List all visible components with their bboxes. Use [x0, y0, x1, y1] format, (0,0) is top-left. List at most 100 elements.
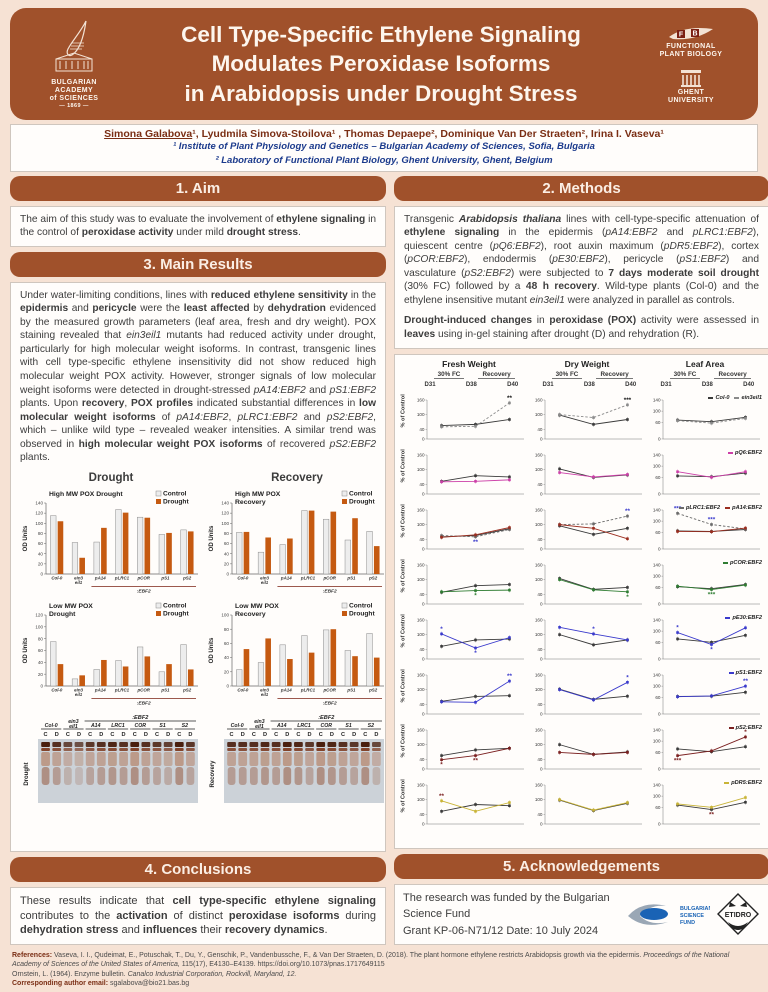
svg-text:eil1: eil1	[69, 724, 78, 730]
svg-text:0: 0	[422, 546, 425, 551]
growth-row-legend: pCOR:EBF2	[722, 560, 762, 566]
svg-text:**: **	[507, 673, 512, 680]
svg-text:Drought: Drought	[24, 763, 30, 786]
reference-line-3: Corresponding author email: sgalabova@bi…	[12, 979, 190, 987]
svg-text:eil1: eil1	[75, 692, 83, 697]
svg-text:0: 0	[540, 821, 543, 826]
svg-text:60: 60	[224, 541, 230, 546]
svg-text:100: 100	[653, 683, 661, 688]
growth-row: % of Control 0 40 100 160 0 40 100 160 0 60 100 140 p…	[397, 449, 764, 504]
svg-text:100: 100	[221, 613, 229, 618]
svg-text:160: 160	[417, 782, 425, 787]
svg-text:100: 100	[535, 742, 543, 747]
svg-text:80: 80	[224, 531, 230, 536]
high-mw-pox-drought-chart: 0 20 40 60 80 100 120 140 OD Units Col-0 ein3eil1 p…	[23, 491, 198, 595]
svg-text:*: *	[440, 625, 443, 632]
svg-text:High MW POX: High MW POX	[235, 491, 281, 498]
svg-text:D: D	[55, 732, 59, 738]
svg-text:40: 40	[419, 646, 425, 651]
svg-text::EBF2: :EBF2	[137, 589, 151, 595]
svg-text:Recovery: Recovery	[235, 611, 266, 618]
svg-text:40: 40	[224, 552, 230, 557]
svg-text:100: 100	[417, 687, 425, 692]
svg-text:140: 140	[653, 507, 661, 512]
growth-line-chart: 0 40 100 160 *	[535, 617, 642, 661]
svg-text:0: 0	[540, 491, 543, 496]
svg-text:20: 20	[38, 562, 44, 567]
svg-text:C: C	[274, 732, 278, 738]
svg-text:D: D	[122, 732, 126, 738]
svg-text:160: 160	[535, 617, 543, 622]
svg-text:40: 40	[419, 536, 425, 541]
svg-text::EBF2: :EBF2	[318, 715, 335, 721]
pox-figure: Drought Recovery 0 20 40 60 80 100 120 140 OD Un…	[20, 469, 384, 810]
svg-text:OD Units: OD Units	[209, 525, 215, 551]
svg-text:**: **	[473, 538, 478, 545]
svg-text:*: *	[474, 592, 477, 599]
svg-text:Col-0: Col-0	[51, 688, 63, 693]
svg-text:140: 140	[653, 562, 661, 567]
svg-text:C: C	[177, 732, 181, 738]
svg-text:0: 0	[540, 766, 543, 771]
svg-text:Col-0: Col-0	[51, 576, 63, 581]
svg-text::EBF2: :EBF2	[323, 589, 337, 595]
svg-text:100: 100	[417, 632, 425, 637]
conclusions-text: These results indicate that cell type-sp…	[10, 887, 386, 946]
svg-text:40: 40	[537, 426, 543, 431]
svg-text:ein3: ein3	[254, 719, 264, 725]
svg-text:40: 40	[38, 552, 44, 557]
growth-figure-header: Fresh Weight 30% FC Recovery D31 D38 D40 Dry W…	[397, 359, 764, 393]
acknowledgements-text: The research was funded by the Bulgarian…	[403, 891, 610, 937]
svg-text:C: C	[88, 732, 92, 738]
svg-text:100: 100	[653, 738, 661, 743]
svg-text:160: 160	[535, 782, 543, 787]
svg-text:0: 0	[540, 656, 543, 661]
affiliation-2: ² Laboratory of Functional Plant Biology…	[215, 154, 553, 166]
svg-text:S1: S1	[345, 723, 351, 729]
svg-text:*: *	[440, 761, 443, 768]
svg-text:0: 0	[422, 711, 425, 716]
svg-text:0: 0	[422, 656, 425, 661]
svg-text:60: 60	[655, 639, 661, 644]
poster-header: BULGARIAN ACADEMY of SCIENCES — 1869 — C…	[10, 8, 758, 120]
authors-box: Simona Galabova¹, Lyudmila Simova-Stoilo…	[10, 124, 758, 172]
svg-text:SCIENCE: SCIENCE	[680, 913, 704, 919]
svg-text:100: 100	[35, 521, 43, 526]
growth-row-legend: pE30:EBF2	[725, 615, 762, 621]
svg-text:0: 0	[540, 601, 543, 606]
svg-text:D: D	[263, 732, 267, 738]
ghent-building-icon	[680, 70, 701, 87]
svg-text:D: D	[374, 732, 378, 738]
svg-text:40: 40	[419, 701, 425, 706]
svg-text:40: 40	[537, 811, 543, 816]
svg-text:20: 20	[224, 562, 230, 567]
svg-text:eil1: eil1	[261, 692, 269, 697]
svg-text:100: 100	[653, 408, 661, 413]
svg-text:pCOR: pCOR	[136, 688, 150, 693]
svg-text:100: 100	[221, 521, 229, 526]
svg-text:0: 0	[40, 684, 43, 689]
growth-line-chart: 0 60 100 140 ***	[653, 562, 760, 606]
svg-text:160: 160	[417, 727, 425, 732]
growth-row: % of Control 0 40 100 160 ** 0 40 100 160 *** 0 60 10…	[397, 394, 764, 449]
reference-line-1: References: Vaseva, I. I., Qudeimat, E.,…	[12, 952, 730, 969]
bas-text-1: BULGARIAN	[51, 78, 97, 86]
functional-plant-biology-logo: F B FUNCTIONAL PLANT BIOLOGY	[660, 23, 723, 59]
svg-text:160: 160	[417, 617, 425, 622]
svg-text:40: 40	[537, 701, 543, 706]
svg-text:Recovery: Recovery	[235, 499, 266, 506]
svg-text:140: 140	[653, 397, 661, 402]
growth-row-legend: pLRC1:EBF2 pA14:EBF2	[678, 505, 762, 511]
svg-text:C: C	[66, 732, 70, 738]
svg-text:60: 60	[655, 419, 661, 424]
svg-text:Col-0: Col-0	[237, 688, 249, 693]
growth-row: % of Control 0 40 100 160 ** 0 40 100 160 ** 0 60 100…	[397, 504, 764, 559]
section-acknowledgements-header: 5. Acknowledgements	[394, 853, 768, 879]
results-panel: Under water-limiting conditions, lines w…	[10, 281, 386, 853]
svg-text:0: 0	[226, 684, 229, 689]
svg-text:S2: S2	[182, 723, 188, 729]
svg-text:160: 160	[535, 397, 543, 402]
bulgarian-science-fund-logo: BULGARIAN SCIENCE FUND	[628, 904, 710, 926]
